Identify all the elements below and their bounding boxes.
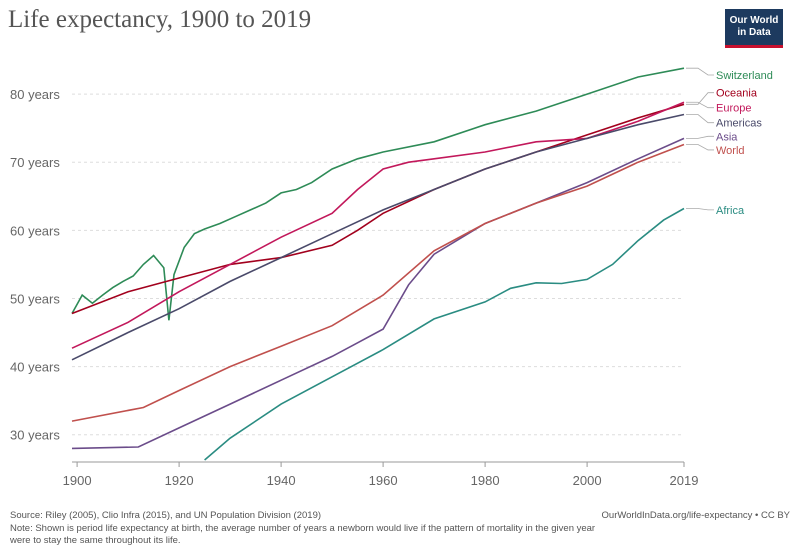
footer-source-row: Source: Riley (2005), Clio Infra (2015),… (10, 510, 790, 521)
source-url-link[interactable]: OurWorldInData.org/life-expectancy • CC … (601, 510, 790, 521)
series-label-americas: Americas (716, 118, 762, 130)
y-tick-label: 50 years (10, 291, 60, 306)
x-tick-label: 1940 (267, 473, 296, 488)
chart-title: Life expectancy, 1900 to 2019 (8, 6, 312, 33)
x-tick-label: 1960 (369, 473, 398, 488)
x-axis: 1900 1920 1940 1960 1980 2000 2019 (63, 461, 699, 488)
logo-line-1: Our World (729, 15, 779, 26)
series-label-asia: Asia (716, 131, 738, 143)
y-tick-label: 40 years (10, 360, 60, 375)
y-tick-label: 30 years (10, 428, 60, 443)
label-connector-americas (686, 114, 714, 124)
x-tick-label: 2019 (670, 473, 699, 488)
series-label-world: World (716, 145, 745, 157)
x-tick-label: 1920 (165, 473, 194, 488)
series-line-asia[interactable] (71, 137, 685, 450)
y-tick-label: 60 years (10, 223, 60, 238)
line-chart: 30 years 40 years 50 years 60 years 70 years… (10, 67, 773, 488)
series-label-switzerland: Switzerland (716, 70, 773, 82)
grid-lines (72, 93, 684, 436)
series-line-americas[interactable] (71, 113, 685, 361)
y-tick-label: 70 years (10, 155, 60, 170)
logo-line-2: in Data (737, 27, 771, 38)
series-label-africa: Africa (716, 205, 745, 217)
y-axis-tick-labels: 30 years 40 years 50 years 60 years 70 years… (10, 87, 60, 443)
y-tick-label: 80 years (10, 87, 60, 102)
x-tick-label: 1900 (63, 473, 92, 488)
series-label-oceania: Oceania (716, 88, 758, 100)
owid-logo[interactable]: Our World in Data (725, 9, 783, 48)
series-line-africa[interactable] (204, 207, 685, 461)
label-connector-world (686, 144, 714, 151)
series-line-europe[interactable] (71, 101, 685, 349)
series-line-world[interactable] (71, 143, 685, 422)
x-tick-label: 1980 (471, 473, 500, 488)
label-connector-europe (686, 101, 714, 109)
footer-note-line-1: Note: Shown is period life expectancy at… (10, 523, 596, 534)
series-label-europe: Europe (716, 103, 751, 115)
series-line-oceania[interactable] (71, 103, 685, 315)
x-tick-label: 2000 (573, 473, 602, 488)
series-lines (71, 67, 685, 461)
source-text: Source: Riley (2005), Clio Infra (2015),… (10, 510, 322, 521)
label-connector-oceania (686, 92, 714, 105)
label-connector-africa (686, 208, 714, 211)
series-line-switzerland[interactable] (71, 67, 685, 321)
footer-note-line-2: were to stay the same throughout its lif… (10, 535, 181, 546)
label-connector-switzerland (686, 67, 714, 76)
label-connector-asia (686, 135, 714, 139)
